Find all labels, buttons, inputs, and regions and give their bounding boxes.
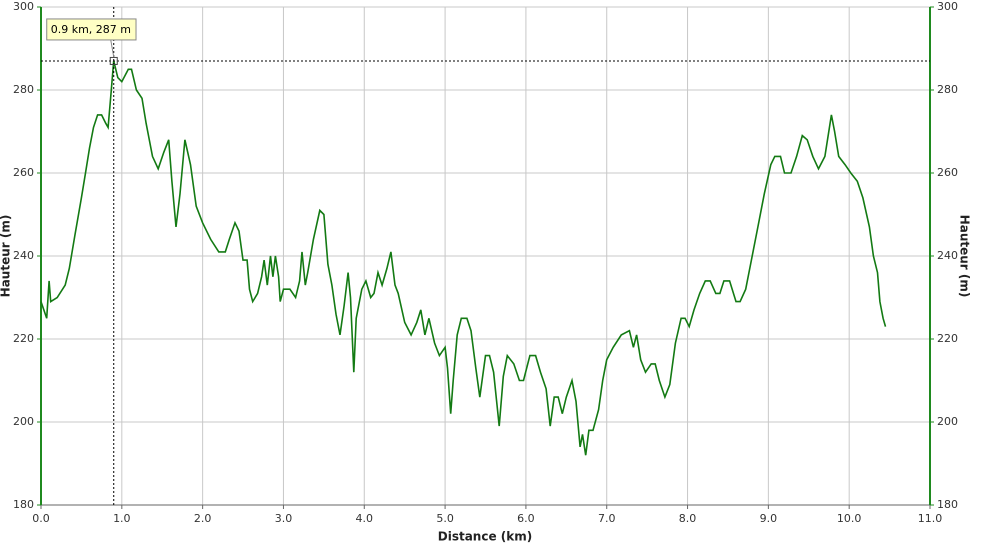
profile-line <box>40 60 887 456</box>
y-tick-label: 240 <box>13 249 34 262</box>
y-tick-label: 200 <box>13 415 34 428</box>
y2-tick-label: 220 <box>937 332 958 345</box>
x-tick-label: 8.0 <box>679 512 697 525</box>
tooltip-text: 0.9 km, 287 m <box>51 23 131 36</box>
y2-tick-label: 260 <box>937 166 958 179</box>
y2-tick-label: 200 <box>937 415 958 428</box>
y2-tick-label: 240 <box>937 249 958 262</box>
y-tick-label: 300 <box>13 0 34 13</box>
tooltip-box <box>46 18 137 41</box>
y2-tick-label: 300 <box>937 0 958 13</box>
y-tick-label: 280 <box>13 83 34 96</box>
x-tick-label: 1.0 <box>113 512 131 525</box>
y-tick-label: 260 <box>13 166 34 179</box>
y-tick-label: 220 <box>13 332 34 345</box>
y2-axis-title: Hauteur (m) <box>958 215 972 298</box>
y-tick-label: 180 <box>13 498 34 511</box>
x-tick-label: 4.0 <box>356 512 374 525</box>
x-tick-label: 0.0 <box>32 512 50 525</box>
tooltip-pointer <box>110 39 115 58</box>
x-axis-title: Distance (km) <box>438 530 532 544</box>
y-axis-title: Hauteur (m) <box>0 215 13 298</box>
x-tick-label: 3.0 <box>275 512 293 525</box>
x-tick-label: 11.0 <box>918 512 943 525</box>
y2-tick-label: 280 <box>937 83 958 96</box>
x-tick-label: 10.0 <box>837 512 862 525</box>
x-tick-label: 6.0 <box>517 512 535 525</box>
x-tick-label: 7.0 <box>598 512 616 525</box>
y2-tick-label: 180 <box>937 498 958 511</box>
x-tick-label: 5.0 <box>436 512 454 525</box>
x-tick-label: 9.0 <box>760 512 778 525</box>
crosshair-marker <box>109 56 118 65</box>
x-tick-label: 2.0 <box>194 512 212 525</box>
